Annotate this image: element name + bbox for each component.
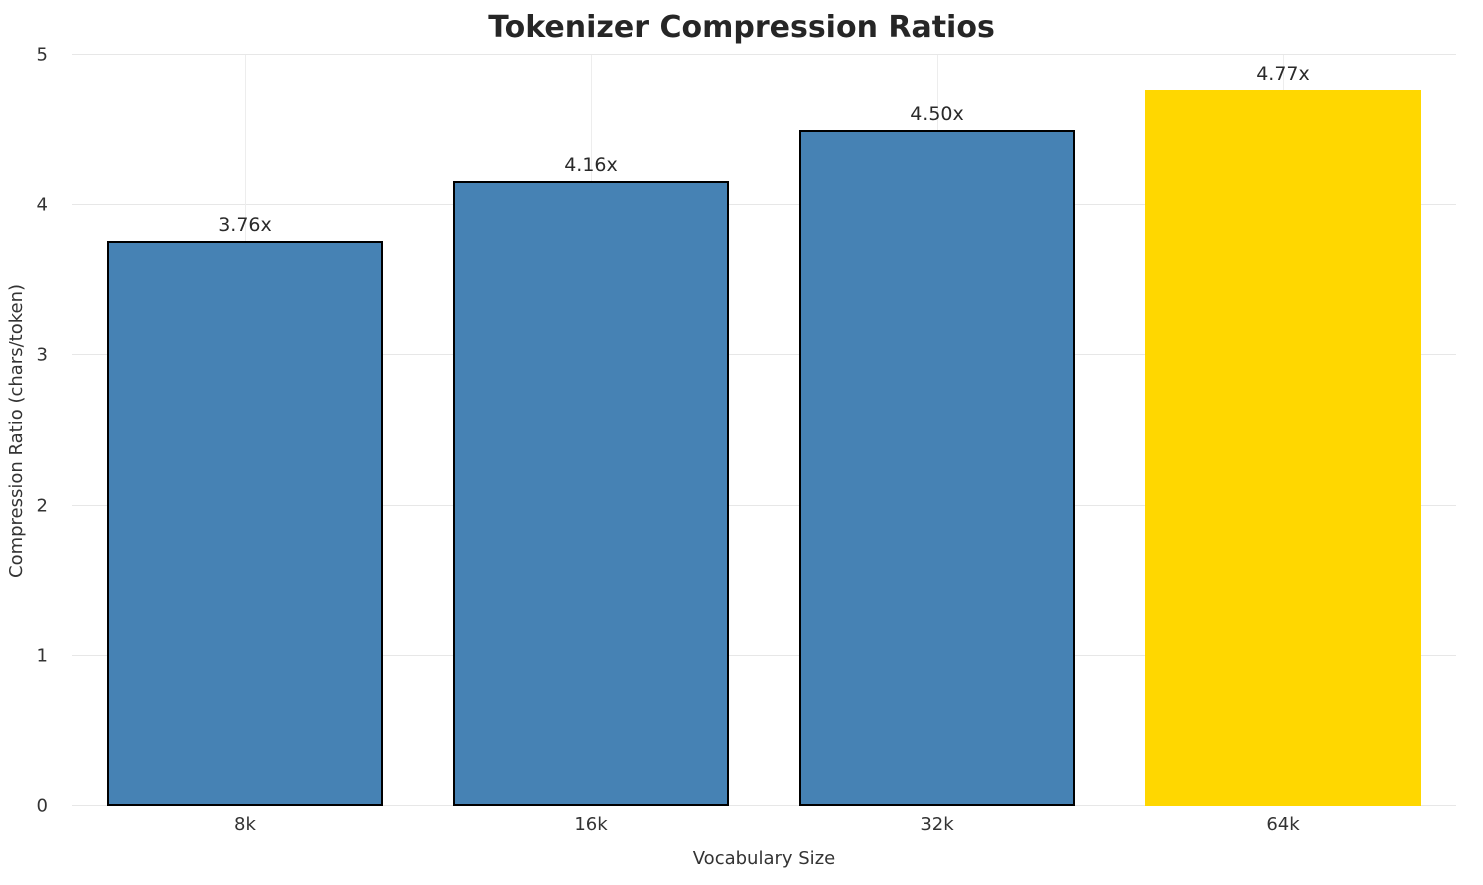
y-tick-label: 0 — [36, 795, 48, 817]
gridline-horizontal — [72, 805, 1456, 806]
gridline-horizontal — [72, 654, 1456, 656]
gridline-horizontal — [72, 204, 1456, 206]
x-tick-label: 8k — [234, 814, 256, 835]
bars-row: 3.76x 4.16x 4.50x 4.77x — [72, 55, 1456, 806]
x-tick-row: 8k 16k 32k 64k — [72, 814, 1456, 835]
x-tick-label: 16k — [574, 814, 608, 835]
bar-column: 4.16x — [418, 55, 764, 806]
x-axis-label: Vocabulary Size — [692, 848, 836, 869]
gridline-horizontal — [72, 54, 1456, 55]
bar-16k: 4.16x — [452, 154, 730, 806]
plot-area: 3.76x 4.16x 4.50x 4.77x — [72, 54, 1456, 806]
chart-title: Tokenizer Compression Ratios — [488, 10, 995, 45]
bar-column: 4.77x — [1110, 55, 1456, 806]
y-tick-label: 1 — [36, 645, 48, 667]
y-tick-label: 2 — [36, 495, 48, 517]
bar-32k: 4.50x — [798, 103, 1076, 806]
y-tick-label: 3 — [36, 344, 48, 366]
bar-value-label: 3.76x — [218, 214, 272, 237]
bar-column: 4.50x — [764, 55, 1110, 806]
bar-64k: 4.77x — [1144, 63, 1422, 806]
y-axis-ticks: 0 1 2 3 4 5 — [0, 45, 60, 817]
bar-value-label: 4.77x — [1256, 62, 1310, 85]
y-tick-label: 4 — [36, 194, 48, 216]
x-tick-label: 64k — [1266, 814, 1300, 835]
gridline-horizontal — [72, 504, 1456, 506]
y-tick-label: 5 — [36, 44, 48, 66]
bar-value-label: 4.16x — [564, 154, 618, 177]
gridline-horizontal — [72, 354, 1456, 356]
bar-8k: 3.76x — [106, 214, 384, 806]
bar-value-label: 4.50x — [910, 103, 964, 126]
bar-column: 3.76x — [72, 55, 418, 806]
x-tick-label: 32k — [920, 814, 954, 835]
